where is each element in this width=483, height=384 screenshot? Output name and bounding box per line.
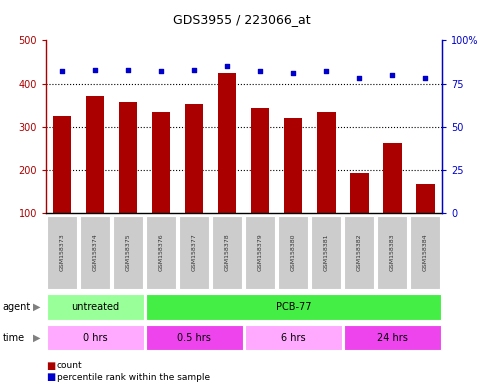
Text: ▶: ▶ — [32, 302, 40, 312]
Text: GSM158384: GSM158384 — [423, 234, 428, 271]
Text: GSM158380: GSM158380 — [291, 234, 296, 271]
Text: GSM158382: GSM158382 — [357, 234, 362, 271]
Bar — [146, 325, 243, 350]
Bar — [212, 216, 242, 289]
Bar — [146, 216, 176, 289]
Bar — [113, 216, 143, 289]
Bar — [245, 216, 275, 289]
Text: GSM158381: GSM158381 — [324, 234, 329, 271]
Text: agent: agent — [2, 302, 30, 312]
Point — [224, 63, 231, 70]
Text: GSM158378: GSM158378 — [225, 234, 230, 271]
Point — [125, 67, 132, 73]
Bar — [384, 143, 401, 213]
Text: time: time — [2, 333, 25, 343]
Bar — [119, 102, 138, 213]
Text: PCB-77: PCB-77 — [276, 302, 311, 312]
Bar — [311, 216, 341, 289]
Text: 6 hrs: 6 hrs — [281, 333, 306, 343]
Text: 24 hrs: 24 hrs — [377, 333, 408, 343]
Point — [190, 67, 198, 73]
Text: GSM158373: GSM158373 — [60, 233, 65, 271]
Text: GSM158374: GSM158374 — [93, 233, 98, 271]
Bar — [86, 96, 104, 213]
Text: GSM158379: GSM158379 — [258, 233, 263, 271]
Point — [256, 68, 264, 74]
Bar — [344, 216, 374, 289]
Bar — [146, 294, 441, 319]
Text: 0 hrs: 0 hrs — [83, 333, 108, 343]
Bar — [377, 216, 407, 289]
Bar — [218, 73, 237, 213]
Point — [422, 75, 429, 81]
Text: GSM158376: GSM158376 — [159, 234, 164, 271]
Text: percentile rank within the sample: percentile rank within the sample — [57, 372, 210, 382]
Text: ■: ■ — [46, 361, 55, 371]
Text: untreated: untreated — [71, 302, 119, 312]
Bar — [350, 173, 369, 213]
Point — [157, 68, 165, 74]
Point — [323, 68, 330, 74]
Bar — [179, 216, 209, 289]
Bar — [80, 216, 110, 289]
Bar — [251, 108, 270, 213]
Point — [388, 72, 396, 78]
Text: GSM158377: GSM158377 — [192, 233, 197, 271]
Bar — [47, 325, 144, 350]
Text: 0.5 hrs: 0.5 hrs — [177, 333, 212, 343]
Point — [58, 68, 66, 74]
Text: GSM158375: GSM158375 — [126, 234, 131, 271]
Bar — [278, 216, 308, 289]
Bar — [185, 104, 203, 213]
Bar — [284, 118, 302, 213]
Bar — [410, 216, 440, 289]
Bar — [317, 112, 336, 213]
Point — [91, 67, 99, 73]
Bar — [47, 216, 77, 289]
Bar — [344, 325, 441, 350]
Bar — [152, 112, 170, 213]
Bar — [245, 325, 342, 350]
Text: ■: ■ — [46, 372, 55, 382]
Bar — [416, 184, 435, 213]
Bar — [47, 294, 144, 319]
Text: count: count — [57, 361, 82, 370]
Text: GSM158383: GSM158383 — [390, 234, 395, 271]
Point — [355, 75, 363, 81]
Bar — [53, 116, 71, 213]
Text: GDS3955 / 223066_at: GDS3955 / 223066_at — [173, 13, 310, 26]
Text: ▶: ▶ — [32, 333, 40, 343]
Point — [289, 70, 297, 76]
